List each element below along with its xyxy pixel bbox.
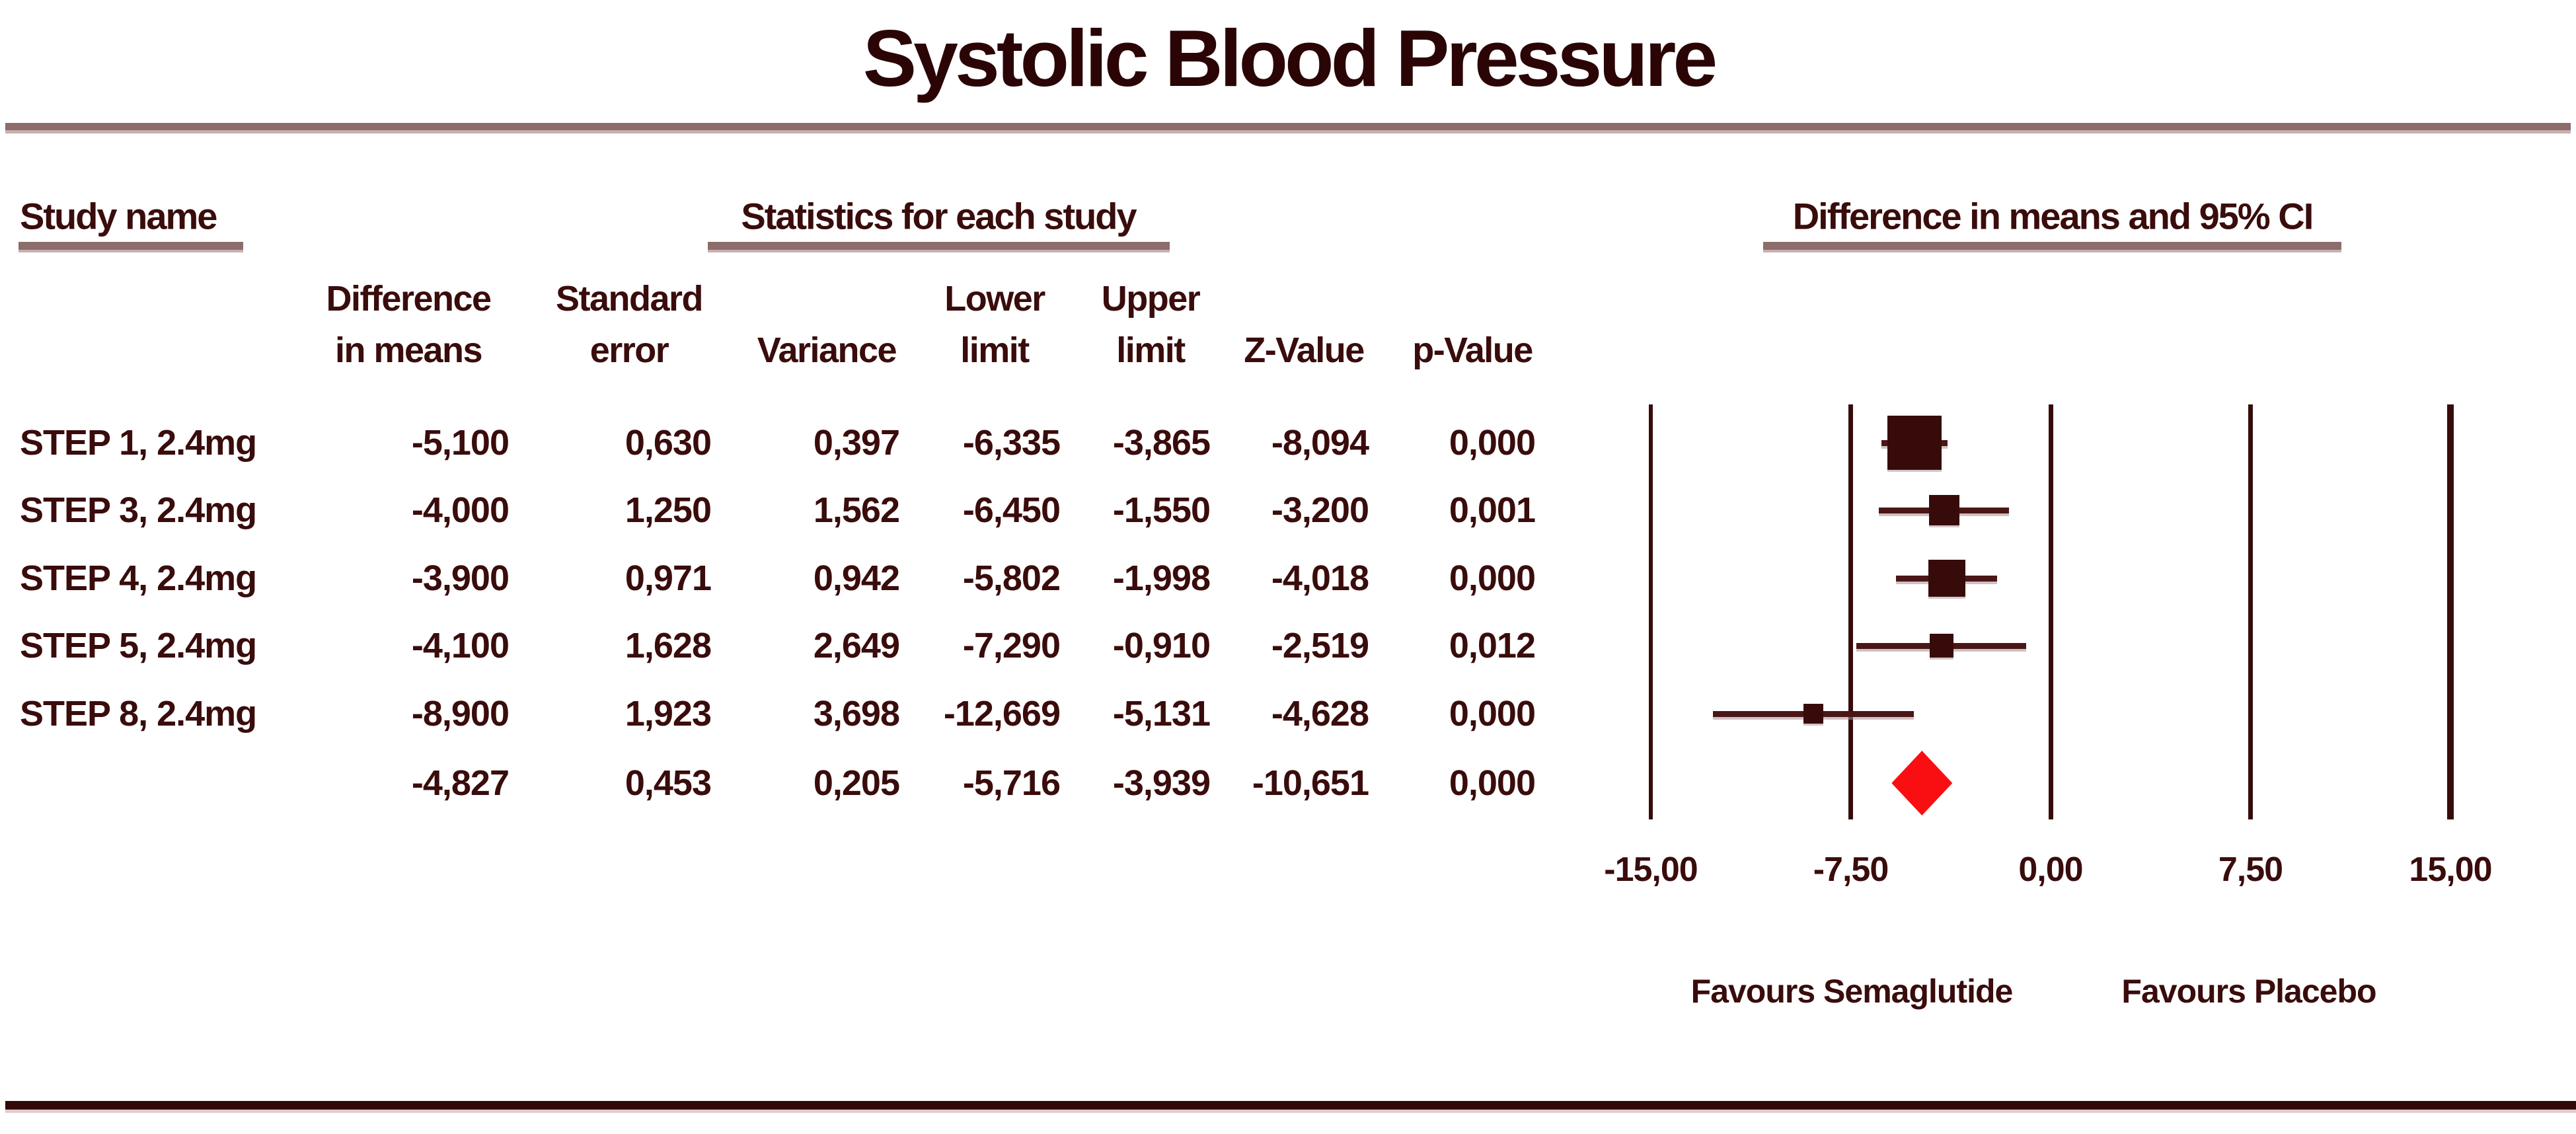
column-header-line2: in means [334,330,483,370]
underline-diff-means-ci [1763,242,2341,252]
column-header-line2: limit [1116,330,1186,370]
study-weight-marker [1928,495,1959,525]
table-cell: 0,000 [1449,763,1536,803]
table-cell: -3,200 [1271,490,1369,530]
study-name-label: STEP 5, 2.4mg [20,626,257,665]
table-cell: 1,250 [625,490,712,530]
page-title: Systolic Blood Pressure [862,13,1718,103]
table-cell: 0,971 [625,558,712,598]
column-header-line1: Difference [326,279,492,319]
table-cell: -5,802 [962,558,1061,598]
table-cell: -5,100 [411,423,510,463]
table-cell: 0,012 [1449,626,1536,665]
table-cell: -6,450 [962,490,1061,530]
table-cell: -10,651 [1252,763,1369,803]
underline-study-name [19,242,243,252]
table-cell: 1,923 [625,694,712,734]
table-cell: 0,942 [813,558,900,598]
table-cell: 1,562 [813,490,900,530]
column-header-line1: Lower [944,279,1045,319]
study-weight-marker [1887,416,1942,470]
favours-right-label: Favours Placebo [2121,973,2376,1010]
table-cell: -3,900 [411,558,510,598]
study-name-label: STEP 4, 2.4mg [20,558,257,598]
table-cell: -2,519 [1271,626,1369,665]
table-cell: 0,000 [1449,423,1536,463]
column-header-line2: limit [960,330,1030,370]
axis-gridline [1649,404,1653,819]
section-header-study-name: Study name [20,195,217,237]
table-cell: -4,827 [411,763,510,803]
favours-left-label: Favours Semaglutide [1690,973,2014,1010]
column-header-line2: error [589,330,669,370]
table-cell: -1,998 [1112,558,1211,598]
table-cell: 0,205 [813,763,900,803]
table-cell: 0,397 [813,423,900,463]
table-cell: 3,698 [813,694,900,734]
study-weight-marker [1803,704,1824,724]
summary-diamond [1891,751,1953,815]
table-cell: 0,001 [1449,490,1536,530]
study-name-label: STEP 1, 2.4mg [20,423,257,463]
axis-tick-label: 15,00 [2409,850,2492,889]
study-weight-marker [1929,634,1953,658]
table-cell: 0,630 [625,423,712,463]
section-header-statistics: Statistics for each study [741,195,1137,237]
table-cell: -12,669 [943,694,1061,734]
table-cell: 0,000 [1449,558,1536,598]
column-header-line2: Z-Value [1244,330,1365,370]
underline-statistics [708,242,1170,252]
study-name-label: STEP 8, 2.4mg [20,694,257,734]
table-cell: 1,628 [625,626,712,665]
axis-tick-label: 7,50 [2218,850,2283,889]
table-cell: -0,910 [1112,626,1211,665]
table-cell: -4,628 [1271,694,1369,734]
column-header-line1: Upper [1101,279,1201,319]
table-cell: -5,131 [1112,694,1211,734]
table-cell: -3,865 [1112,423,1211,463]
table-cell: -7,290 [962,626,1061,665]
axis-gridline [2048,404,2053,819]
table-cell: -6,335 [962,423,1061,463]
table-cell: -4,018 [1271,558,1369,598]
axis-gridline [2248,404,2253,819]
study-name-label: STEP 3, 2.4mg [20,490,257,530]
table-cell: -8,900 [411,694,510,734]
column-header-line2: p-Value [1412,330,1533,370]
axis-tick-label: -7,50 [1813,850,1889,889]
table-cell: -8,094 [1271,423,1369,463]
bottom-rule [5,1101,2576,1113]
column-header-line1: Standard [555,279,704,319]
axis-gridline [2446,404,2454,819]
top-rule [5,123,2571,133]
study-weight-marker [1928,560,1965,597]
table-cell: -4,000 [411,490,510,530]
axis-tick-label: 0,00 [2018,850,2083,889]
table-cell: -4,100 [411,626,510,665]
table-cell: 2,649 [813,626,900,665]
axis-gridline [1848,404,1853,819]
table-cell: 0,453 [625,763,712,803]
axis-tick-label: -15,00 [1604,850,1698,889]
section-header-diff-means-ci: Difference in means and 95% CI [1792,195,2314,237]
table-cell: 0,000 [1449,694,1536,734]
table-cell: -3,939 [1112,763,1211,803]
column-header-line2: Variance [757,330,897,370]
table-cell: -1,550 [1112,490,1211,530]
table-cell: -5,716 [962,763,1061,803]
